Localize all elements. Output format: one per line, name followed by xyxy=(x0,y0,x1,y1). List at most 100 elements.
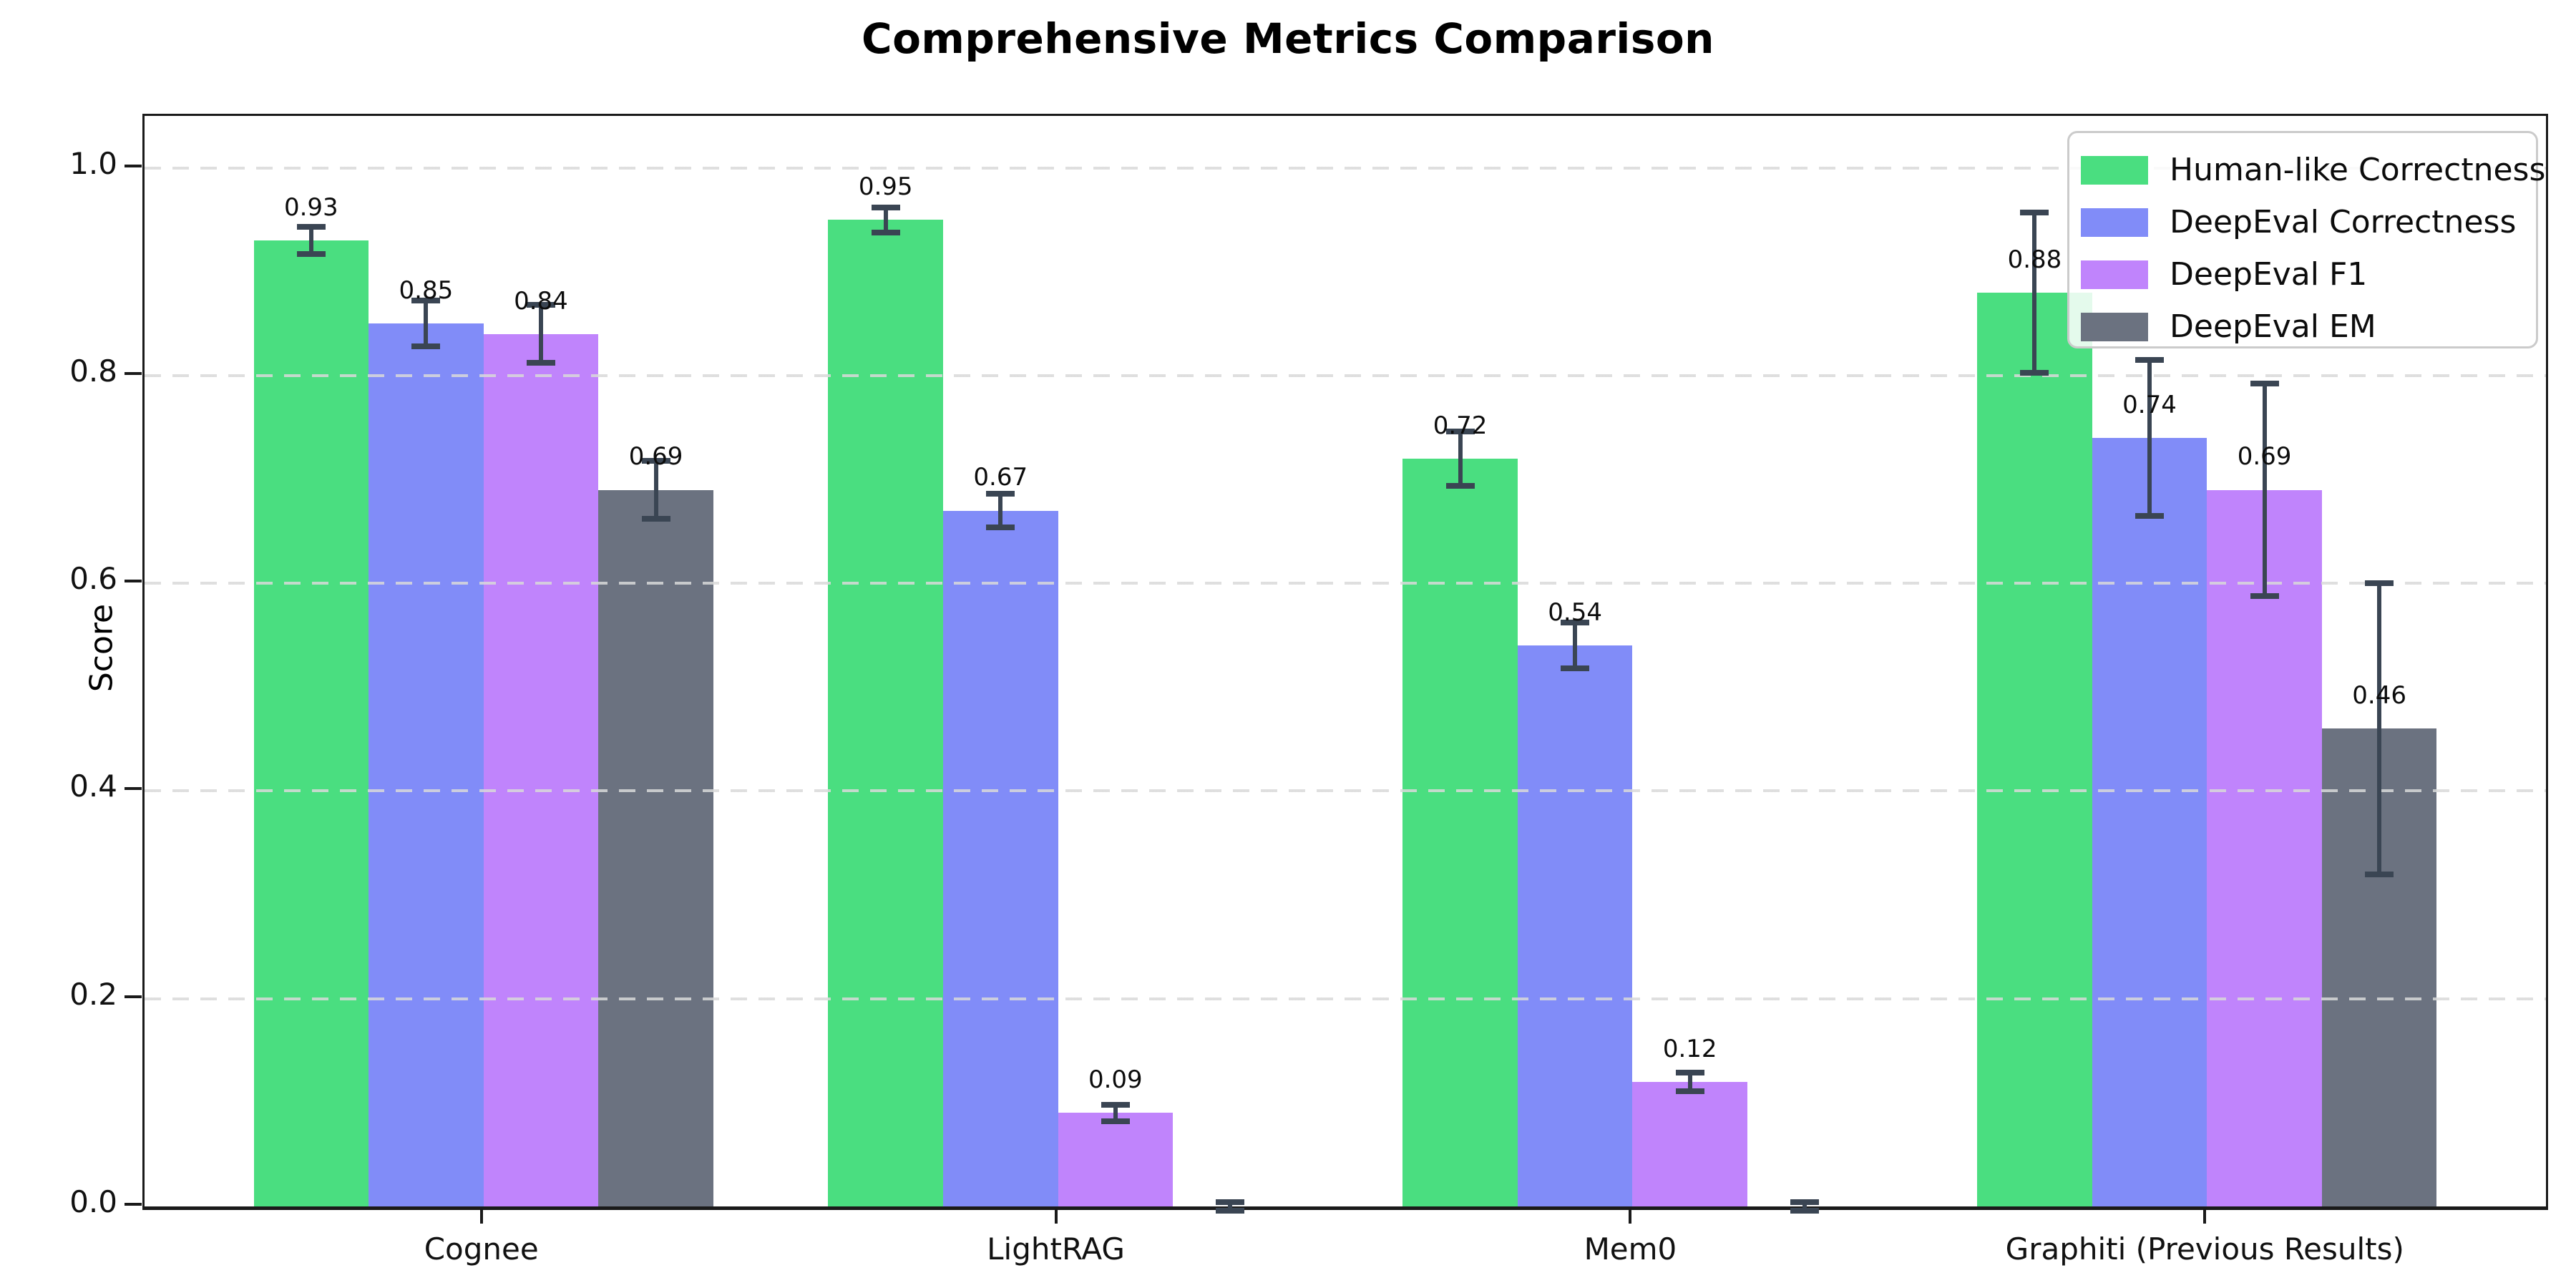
error-bar-cap-top xyxy=(296,224,326,230)
error-bar-cap-top xyxy=(2365,580,2394,587)
error-bar-cap-bottom xyxy=(2250,592,2279,599)
error-bar-line xyxy=(1573,623,1578,669)
error-bar-cap-bottom xyxy=(2135,512,2165,519)
plot-area: 0.93 0.85 0.84 0.69 0.95 0.67 0.09 0.72 0.54 0.12… xyxy=(142,114,2548,1214)
legend-label: Human-like Correctness xyxy=(2170,152,2546,188)
legend-label: DeepEval Correctness xyxy=(2170,204,2517,240)
legend-swatch xyxy=(2081,208,2148,237)
legend-swatch xyxy=(2081,260,2148,289)
error-bar-line xyxy=(1458,431,1463,486)
legend-item: DeepEval Correctness xyxy=(2069,197,2536,249)
error-bar-cap-bottom xyxy=(296,251,326,258)
bar-deepeval-f1 xyxy=(483,333,599,1206)
legend-swatch xyxy=(2081,313,2148,341)
x-tick-mark xyxy=(2203,1208,2207,1224)
error-bar-line xyxy=(1802,1202,1807,1211)
error-bar-cap-bottom xyxy=(1790,1207,1820,1214)
error-bar-cap-top xyxy=(1101,1101,1130,1108)
error-bar-cap-bottom xyxy=(1675,1088,1704,1094)
error-bar-cap-top xyxy=(411,298,441,304)
bar-deepeval-f1 xyxy=(1632,1081,1747,1206)
y-tick-mark xyxy=(125,580,142,583)
bar-deepeval-correctness xyxy=(942,510,1058,1206)
error-bar-cap-top xyxy=(1216,1199,1245,1206)
error-bar-cap-bottom xyxy=(2020,369,2049,376)
bar-value-label: 0.46 xyxy=(2352,681,2406,711)
error-bar-cap-bottom xyxy=(1216,1207,1245,1214)
bar-deepeval-correctness xyxy=(369,323,484,1206)
y-tick-mark xyxy=(125,371,142,375)
bar-human-like-correctness xyxy=(1977,292,2092,1206)
error-bar-line xyxy=(424,301,429,347)
error-bar-cap-bottom xyxy=(2365,871,2394,877)
y-gridline xyxy=(145,789,2546,793)
bar-value-label: 0.74 xyxy=(2122,390,2177,419)
error-bar-cap-top xyxy=(2020,209,2049,215)
bar-value-label: 0.88 xyxy=(2007,245,2062,274)
bar-deepeval-correctness xyxy=(2092,437,2207,1206)
y-tick-label: 0.0 xyxy=(69,1184,117,1219)
bar-deepeval-f1 xyxy=(2207,489,2322,1206)
y-tick-label: 0.4 xyxy=(69,769,117,804)
error-bar-line xyxy=(653,460,658,519)
error-bar-line xyxy=(883,207,888,233)
y-tick-label: 0.6 xyxy=(69,561,117,597)
y-tick-label: 1.0 xyxy=(69,145,117,181)
bar-human-like-correctness xyxy=(253,240,369,1206)
error-bar-cap-top xyxy=(526,302,555,308)
y-tick-mark xyxy=(125,995,142,998)
legend-label: DeepEval F1 xyxy=(2170,256,2368,293)
x-tick-mark xyxy=(1054,1208,1058,1224)
legend-item: DeepEval EM xyxy=(2069,301,2536,353)
y-gridline xyxy=(145,997,2546,1000)
error-bar-cap-top xyxy=(1675,1069,1704,1075)
bar-value-label: 0.69 xyxy=(628,442,683,472)
y-tick-label: 0.2 xyxy=(69,976,117,1012)
bar-human-like-correctness xyxy=(1402,458,1518,1206)
bar-value-label: 0.12 xyxy=(1662,1034,1717,1063)
y-tick-mark xyxy=(125,1203,142,1206)
bar-value-label: 0.67 xyxy=(973,463,1028,492)
error-bar-cap-bottom xyxy=(1561,665,1590,672)
error-bar-line xyxy=(1113,1104,1118,1121)
error-bar-cap-bottom xyxy=(411,343,441,350)
error-bar-cap-top xyxy=(641,457,670,464)
bar-value-label: 0.54 xyxy=(1548,598,1602,628)
error-bar-cap-top xyxy=(1445,429,1475,435)
error-bar-cap-bottom xyxy=(1445,482,1475,489)
error-bar-cap-top xyxy=(2135,357,2165,364)
error-bar-cap-bottom xyxy=(986,524,1015,530)
bar-value-label: 0.72 xyxy=(1433,411,1488,440)
y-gridline xyxy=(145,582,2546,585)
y-gridline xyxy=(145,166,2546,170)
x-tick-label: Cognee xyxy=(424,1231,539,1267)
bar-value-label: 0.09 xyxy=(1088,1065,1143,1095)
error-bar-cap-top xyxy=(1561,620,1590,626)
y-gridline xyxy=(145,374,2546,377)
x-tick-label: Mem0 xyxy=(1584,1231,1677,1267)
legend-item: Human-like Correctness xyxy=(2069,145,2545,197)
bar-value-label: 0.85 xyxy=(399,276,454,306)
error-bar-cap-top xyxy=(986,491,1015,497)
x-tick-mark xyxy=(1629,1208,1632,1224)
bar-deepeval-em xyxy=(598,489,713,1206)
bar-value-label: 0.93 xyxy=(283,193,338,223)
error-bar-line xyxy=(538,305,543,364)
error-bar-line xyxy=(2377,583,2382,874)
legend-swatch xyxy=(2081,156,2148,185)
error-bar-cap-bottom xyxy=(641,516,670,522)
x-tick-label: LightRAG xyxy=(987,1231,1125,1267)
error-bar-line xyxy=(308,227,313,255)
bar-value-label: 0.69 xyxy=(2237,442,2292,472)
error-bar-cap-bottom xyxy=(871,229,900,235)
bar-deepeval-correctness xyxy=(1517,645,1633,1206)
legend-label: DeepEval EM xyxy=(2170,308,2376,345)
y-tick-mark xyxy=(125,787,142,791)
legend-item: DeepEval F1 xyxy=(2069,249,2536,301)
y-tick-label: 0.8 xyxy=(69,353,117,389)
error-bar-line xyxy=(998,494,1003,527)
bar-deepeval-f1 xyxy=(1058,1113,1174,1206)
x-tick-mark xyxy=(479,1208,483,1224)
error-bar-line xyxy=(1687,1072,1692,1091)
bar-human-like-correctness xyxy=(828,220,943,1206)
